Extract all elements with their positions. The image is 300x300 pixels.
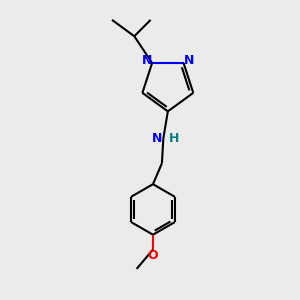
Text: N: N <box>142 54 152 67</box>
Text: H: H <box>169 132 179 145</box>
Text: N: N <box>184 54 194 67</box>
Text: O: O <box>148 249 158 262</box>
Text: N: N <box>152 132 162 145</box>
